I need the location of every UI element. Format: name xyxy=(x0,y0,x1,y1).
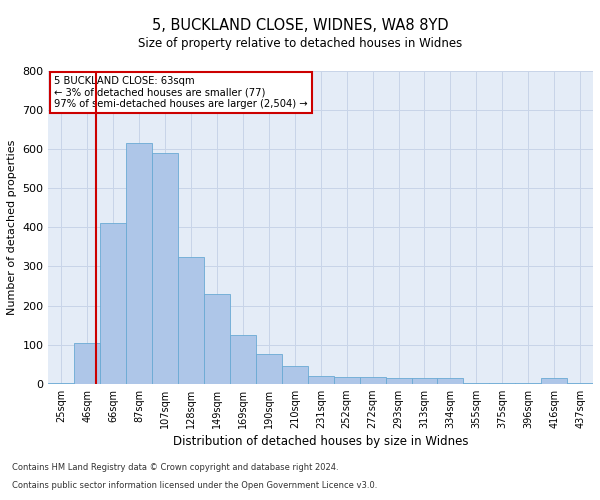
Text: 5, BUCKLAND CLOSE, WIDNES, WA8 8YD: 5, BUCKLAND CLOSE, WIDNES, WA8 8YD xyxy=(152,18,448,32)
Bar xyxy=(412,378,437,384)
Bar xyxy=(282,366,308,384)
Bar xyxy=(515,383,541,384)
Bar xyxy=(567,383,593,384)
Bar xyxy=(541,378,567,384)
Bar xyxy=(334,376,359,384)
Text: Contains HM Land Registry data © Crown copyright and database right 2024.: Contains HM Land Registry data © Crown c… xyxy=(12,464,338,472)
Y-axis label: Number of detached properties: Number of detached properties xyxy=(7,140,17,315)
Bar xyxy=(49,383,74,384)
Bar xyxy=(437,378,463,384)
Bar xyxy=(230,335,256,384)
Bar xyxy=(490,383,515,384)
Bar xyxy=(386,378,412,384)
Bar xyxy=(74,342,100,384)
Bar xyxy=(178,256,204,384)
Text: Contains public sector information licensed under the Open Government Licence v3: Contains public sector information licen… xyxy=(12,481,377,490)
Bar xyxy=(126,144,152,384)
Bar xyxy=(204,294,230,384)
Text: 5 BUCKLAND CLOSE: 63sqm
← 3% of detached houses are smaller (77)
97% of semi-det: 5 BUCKLAND CLOSE: 63sqm ← 3% of detached… xyxy=(54,76,308,109)
Bar xyxy=(100,224,126,384)
Bar xyxy=(359,376,386,384)
X-axis label: Distribution of detached houses by size in Widnes: Distribution of detached houses by size … xyxy=(173,435,469,448)
Bar xyxy=(463,383,490,384)
Text: Size of property relative to detached houses in Widnes: Size of property relative to detached ho… xyxy=(138,38,462,51)
Bar xyxy=(308,376,334,384)
Bar xyxy=(256,354,282,384)
Bar xyxy=(152,153,178,384)
